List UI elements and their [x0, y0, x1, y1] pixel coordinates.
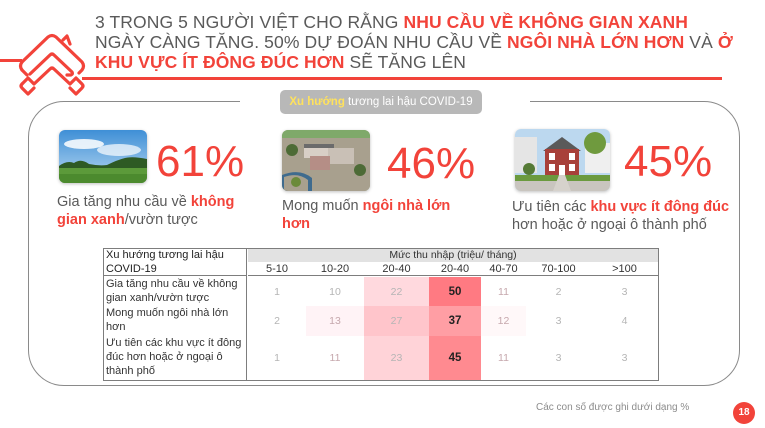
page-title: 3 TRONG 5 NGƯỜI VIỆT CHO RẰNG NHU CẦU VỀ…	[95, 12, 735, 72]
page-number-badge: 18	[733, 402, 755, 424]
income-trend-grid: Xu hướng tương lai hậu Mức thu nhập (tri…	[104, 249, 658, 380]
green-field-park-image	[59, 130, 147, 183]
table-row-label: Ưu tiên các khu vực ít đông đúc hơn hoặc…	[106, 337, 242, 377]
desc-text: hơn hoặc ở ngoại ô thành phố	[512, 217, 707, 233]
desc-text: Gia tăng nhu cầu về	[57, 194, 191, 210]
stat-percent-larger-home: 46%	[387, 139, 476, 188]
label-column-divider	[104, 249, 247, 380]
title-segment: VÀ	[684, 32, 718, 52]
stat-desc-less-crowded: Ưu tiên các khu vực ít đông đúc hơn hoặc…	[512, 198, 742, 234]
income-header-band	[248, 249, 658, 262]
large-house-aerial-image	[282, 130, 370, 191]
table-cell: 13	[306, 306, 364, 336]
title-segment: SẼ TĂNG LÊN	[344, 52, 467, 72]
table-cell: 1	[274, 285, 280, 298]
table-cell: 50	[429, 277, 481, 306]
row-header-line1: Xu hướng tương lai hậu	[106, 249, 224, 261]
table-cell: 3	[621, 285, 628, 298]
column-header: 20-40	[382, 263, 411, 275]
income-header: Mức thu nhập (triệu/ tháng)	[389, 249, 517, 261]
table-cell: 27	[364, 306, 429, 336]
title-segment: NGÀY CÀNG TĂNG. 50% DỰ ĐOÁN NHU CẦU VỀ	[95, 32, 508, 52]
stat-desc-larger-home: Mong muốn ngôi nhà lớn hơn	[282, 197, 482, 233]
row-header-line2: COVID-19	[104, 262, 247, 276]
table-cell: 10	[329, 285, 341, 298]
table-cell: 45	[429, 336, 481, 380]
suburban-red-house-image	[515, 129, 610, 191]
column-header: 40-70	[489, 263, 518, 275]
title-highlight: NHU CẦU VỀ KHÔNG GIAN XANH	[403, 12, 689, 32]
table-cell: 23	[364, 336, 429, 380]
desc-text: Ưu tiên các	[512, 199, 591, 215]
table-cell: 37	[429, 306, 481, 336]
column-header: 70-100	[541, 263, 576, 275]
table-cell: 4	[621, 315, 628, 327]
table-cell: 11	[498, 285, 509, 298]
table-row-label: Gia tăng nhu cầu về không gian xanh/vườn…	[106, 278, 238, 304]
section-pill: Xu hướng tương lai hậu COVID-19	[280, 90, 482, 114]
column-header: 20-40	[440, 263, 470, 275]
income-columns-row: 5-10 10-20 20-40 20-40 40-70 70-100 >100	[248, 262, 658, 276]
section-pill-highlight: Xu hướng	[289, 96, 345, 108]
title-segment: 3 TRONG 5 NGƯỜI VIỆT CHO RẰNG	[95, 12, 404, 32]
title-highlight: NGÔI NHÀ LỚN HƠN	[507, 32, 685, 52]
section-pill-text: tương lai hậu COVID-19	[344, 96, 473, 108]
table-cell: 2	[555, 285, 562, 298]
desc-highlight: khu vực ít đông đúc	[590, 199, 730, 215]
table-cell: 22	[364, 277, 429, 306]
table-cell: 3	[621, 352, 628, 364]
table-cell: 1	[274, 352, 280, 364]
income-trend-table	[103, 248, 659, 381]
header-accent-line-left	[0, 59, 22, 62]
table-cell: 12	[481, 306, 526, 336]
table-cell: 3	[555, 315, 562, 327]
desc-text: /vườn tược	[124, 212, 198, 228]
column-header: 5-10	[265, 263, 289, 275]
desc-highlight: không gian xanh	[57, 194, 235, 228]
title-divider	[82, 77, 722, 80]
desc-highlight: ngôi nhà lớn hơn	[282, 198, 451, 232]
table-cell: 11	[498, 352, 509, 364]
desc-text: Mong muốn	[282, 198, 363, 214]
title-highlight: Ở KHU VỰC ÍT ĐÔNG ĐÚC HƠN	[95, 32, 733, 72]
footnote: Các con số được ghi dưới dạng %	[536, 402, 690, 413]
stat-percent-green-space: 61%	[156, 137, 245, 186]
house-chevron-logo-icon	[18, 33, 86, 96]
table-cell: 2	[274, 315, 280, 327]
stat-percent-less-crowded: 45%	[624, 137, 713, 186]
table-row-label: Mong muốn ngôi nhà lớn hơn	[106, 307, 229, 333]
table-cell: 3	[555, 352, 562, 364]
stat-desc-green-space: Gia tăng nhu cầu về không gian xanh/vườn…	[57, 193, 257, 229]
column-header: 10-20	[320, 263, 350, 275]
column-header: >100	[612, 263, 637, 275]
table-cell: 11	[329, 352, 341, 364]
